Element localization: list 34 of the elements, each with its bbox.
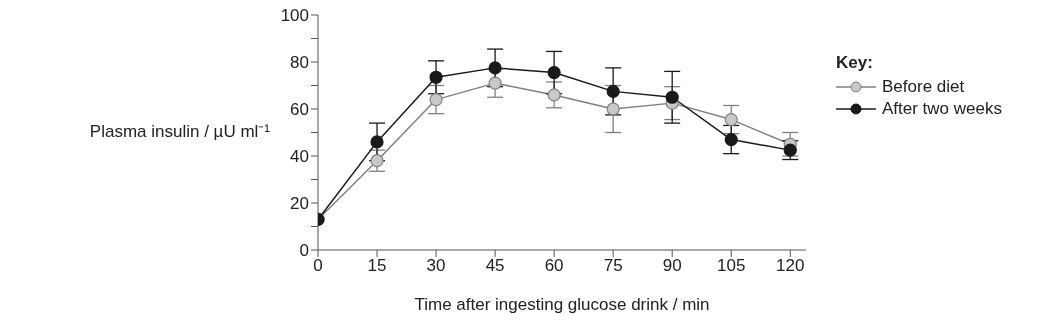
point: [724, 112, 738, 127]
y-tick-label: 60: [290, 100, 309, 120]
point: [724, 132, 738, 147]
point: [665, 90, 679, 104]
x-tick-label: 45: [485, 256, 505, 276]
point: [606, 84, 620, 98]
point: [370, 154, 384, 168]
point: [370, 135, 384, 149]
point: [547, 65, 561, 80]
x-tick-label: 105: [717, 256, 746, 276]
x-tick-label: 0: [313, 256, 323, 276]
point: [429, 70, 443, 84]
x-tick-label: 75: [603, 256, 623, 276]
point: [429, 93, 443, 107]
point: [488, 61, 502, 75]
x-tick-label: 60: [544, 256, 564, 276]
point: [547, 88, 561, 102]
point: [783, 143, 797, 157]
x-tick-label: 90: [662, 256, 682, 276]
point: [488, 76, 502, 90]
x-tick-label: 30: [426, 256, 446, 276]
x-tick-label: 15: [367, 256, 387, 276]
legend-label: Before diet: [882, 77, 965, 97]
legend-title: Key:: [836, 53, 874, 73]
y-axis-title: Plasma insulin / µU ml⁻¹: [89, 121, 271, 141]
y-tick-label: 80: [290, 53, 309, 73]
y-tick-label: 20: [290, 194, 309, 214]
y-tick-label: 40: [290, 147, 309, 167]
y-tick-label: 100: [280, 6, 309, 26]
x-axis-title: Time after ingesting glucose drink / min: [414, 295, 710, 314]
x-tick-label: 120: [776, 256, 805, 276]
point: [606, 102, 620, 116]
legend-label: After two weeks: [882, 99, 1002, 119]
y-tick-label: 0: [299, 241, 309, 261]
